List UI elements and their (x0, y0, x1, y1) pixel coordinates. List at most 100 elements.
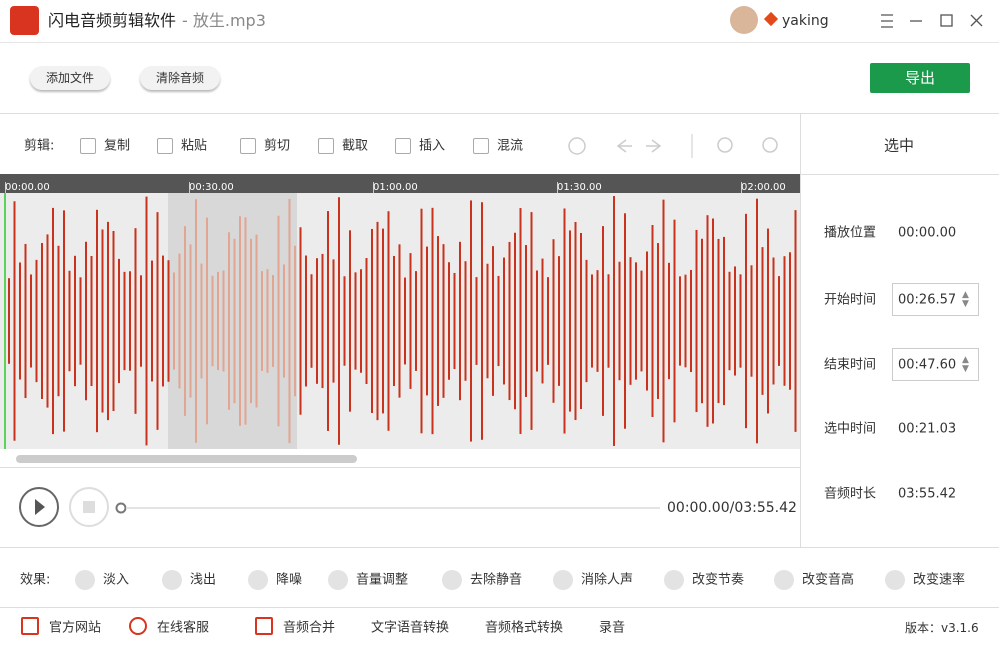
effect-icon[interactable] (442, 570, 462, 590)
effect-icon[interactable] (75, 570, 95, 590)
footer-link[interactable]: 音频格式转换 (485, 620, 564, 636)
wave-bar (404, 277, 406, 365)
export-button[interactable]: 导出 (870, 63, 970, 93)
effect-item[interactable]: 改变速率 (913, 572, 966, 588)
wave-bar (250, 238, 252, 404)
effect-item[interactable]: 淡入 (103, 572, 130, 588)
wave-bar (228, 232, 230, 410)
undo-button[interactable] (616, 139, 632, 153)
wave-bar (19, 262, 21, 380)
wave-bar (272, 275, 274, 367)
add-file-button[interactable]: 添加文件 (30, 66, 110, 90)
history-zoom-tools (568, 134, 778, 158)
effect-icon[interactable] (664, 570, 684, 590)
effect-item[interactable]: 改变音高 (802, 572, 855, 588)
wave-bar (651, 225, 654, 417)
spinner[interactable]: ▲ ▼ (962, 355, 969, 374)
effect-icon[interactable] (774, 570, 794, 590)
progress-track[interactable] (126, 507, 660, 509)
footer-link[interactable]: 官方网站 (49, 620, 102, 636)
wave-bar (85, 241, 87, 401)
avatar[interactable] (730, 6, 758, 34)
toolbar-item[interactable]: 混流 (497, 138, 524, 154)
effect-item[interactable]: 浅出 (190, 572, 217, 588)
toolbar-icon[interactable] (80, 138, 96, 154)
user-name[interactable]: yaking (782, 13, 829, 29)
wave-bar (332, 259, 335, 383)
toolbar-icon[interactable] (473, 138, 489, 154)
wave-bar (602, 226, 604, 416)
scrollbar-thumb[interactable] (16, 455, 357, 463)
toolbar-icon[interactable] (157, 138, 173, 154)
wave-bar (13, 201, 16, 441)
wave-bar (173, 272, 175, 370)
footer-link[interactable]: 录音 (599, 620, 626, 636)
player-time: 00:00.00/03:55.42 (667, 500, 797, 516)
spinner[interactable]: ▲ ▼ (962, 290, 969, 309)
wave-bar (79, 277, 82, 365)
clear-audio-button[interactable]: 清除音频 (140, 66, 220, 90)
menu-button[interactable] (881, 14, 893, 28)
panel-value: 00:21.03 (898, 421, 957, 437)
panel-label: 结束时间 (824, 357, 877, 373)
wave-bar (46, 234, 49, 408)
toolbar-item[interactable]: 剪切 (264, 138, 291, 154)
time-input[interactable] (892, 283, 979, 316)
redo-button[interactable] (646, 139, 662, 153)
app-name: 闪电音频剪辑软件 (48, 11, 177, 30)
effect-icon[interactable] (248, 570, 268, 590)
toolbar-item[interactable]: 插入 (419, 138, 446, 154)
wave-bar (35, 259, 38, 383)
footer-link[interactable]: 在线客服 (157, 620, 210, 636)
footer-icon[interactable] (21, 617, 39, 635)
wave-bar (288, 198, 291, 444)
wave-bar (261, 271, 263, 371)
effect-item[interactable]: 改变节奏 (692, 572, 745, 588)
effect-icon[interactable] (328, 570, 348, 590)
effect-item[interactable]: 音量调整 (356, 572, 409, 588)
effect-item[interactable]: 去除静音 (470, 572, 523, 588)
progress-knob[interactable] (115, 502, 127, 514)
wave-bar (695, 229, 698, 413)
wave-bar (750, 265, 753, 377)
wave-bar (706, 215, 709, 427)
wave-bar (74, 255, 76, 387)
zoom-out-button[interactable] (762, 137, 778, 153)
wave-bar (761, 247, 764, 395)
footer-link[interactable]: 音频合并 (283, 620, 336, 636)
waveform[interactable] (0, 193, 800, 449)
footer-icon[interactable] (129, 617, 147, 635)
panel-value: 00:00.00 (898, 225, 957, 241)
toolbar-item[interactable]: 截取 (342, 138, 369, 154)
effect-icon[interactable] (162, 570, 182, 590)
loop-button[interactable] (568, 137, 586, 155)
wave-bar (624, 213, 626, 429)
wave-bar (431, 207, 434, 435)
wave-bar (789, 252, 791, 390)
zoom-in-button[interactable] (717, 137, 733, 153)
wave-bar (310, 274, 313, 368)
effect-icon[interactable] (885, 570, 905, 590)
toolbar-item[interactable]: 粘贴 (181, 138, 208, 154)
wave-bar (409, 253, 412, 389)
time-input[interactable] (892, 348, 979, 381)
footer-icon[interactable] (255, 617, 273, 635)
effect-item[interactable]: 降噪 (276, 572, 303, 588)
close-button[interactable] (970, 14, 983, 27)
wave-bar (563, 208, 566, 434)
wave-bar (657, 243, 659, 399)
toolbar-item[interactable]: 复制 (104, 138, 131, 154)
playhead[interactable] (4, 193, 6, 449)
wave-bar (327, 211, 329, 431)
panel-label: 选中时间 (824, 421, 877, 437)
wave-bar (607, 274, 610, 368)
wave-bar (767, 228, 769, 414)
effect-item[interactable]: 消除人声 (581, 572, 634, 588)
toolbar-icon[interactable] (395, 138, 411, 154)
toolbar-icon[interactable] (240, 138, 256, 154)
toolbar-icon[interactable] (318, 138, 334, 154)
effect-icon[interactable] (553, 570, 573, 590)
footer-link[interactable]: 文字语音转换 (371, 620, 450, 636)
maximize-button[interactable] (940, 14, 953, 27)
panel-label: 开始时间 (824, 292, 877, 308)
